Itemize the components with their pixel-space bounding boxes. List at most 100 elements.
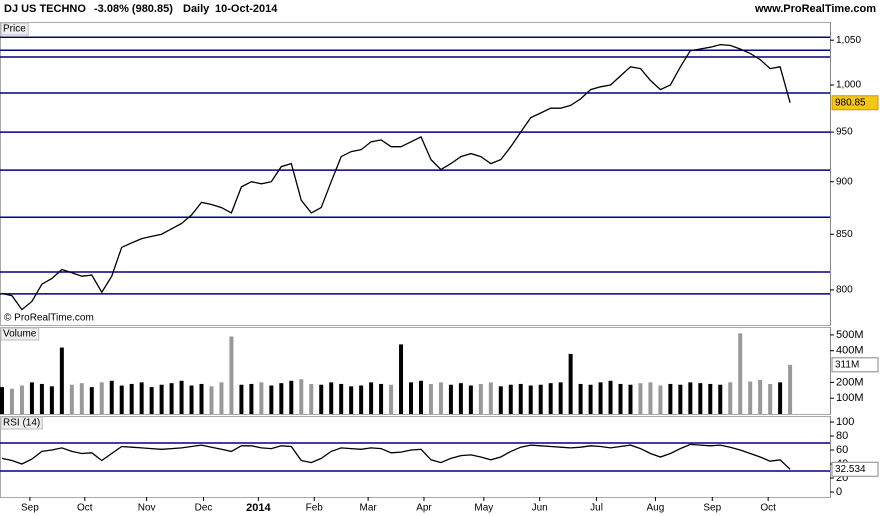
volume-bar bbox=[668, 383, 673, 414]
x-tick-label: Oct bbox=[77, 503, 93, 514]
volume-bar bbox=[718, 384, 723, 414]
x-tick-label: Jun bbox=[532, 503, 548, 514]
period: Daily bbox=[183, 3, 210, 15]
volume-bar bbox=[678, 384, 683, 414]
volume-bar bbox=[438, 382, 443, 414]
y-tick-label: 400M bbox=[836, 345, 864, 357]
volume-bar bbox=[379, 383, 384, 414]
date: 10-Oct-2014 bbox=[215, 3, 278, 15]
volume-bar bbox=[79, 383, 84, 414]
volume-bar bbox=[788, 364, 793, 414]
volume-bar bbox=[518, 383, 523, 414]
volume-bar bbox=[179, 380, 184, 414]
volume-bar bbox=[768, 383, 773, 414]
volume-bar bbox=[608, 380, 613, 414]
volume-bar bbox=[109, 380, 114, 414]
volume-bar bbox=[0, 387, 4, 414]
y-tick-label: 200M bbox=[836, 376, 864, 388]
x-tick-label: Aug bbox=[647, 503, 665, 514]
volume-bar bbox=[279, 383, 284, 414]
x-tick-label: Jul bbox=[590, 503, 603, 514]
volume-bar bbox=[428, 383, 433, 414]
volume-bar bbox=[508, 384, 513, 414]
x-tick-label: Oct bbox=[760, 503, 776, 514]
volume-bar bbox=[309, 383, 314, 414]
x-tick-label: Dec bbox=[195, 503, 213, 514]
volume-bar bbox=[399, 344, 404, 414]
volume-bar bbox=[219, 382, 224, 414]
volume-bar bbox=[688, 382, 693, 414]
volume-bar bbox=[498, 386, 503, 414]
volume-bar bbox=[239, 384, 244, 414]
last-tag bbox=[831, 95, 879, 111]
volume-bar bbox=[548, 383, 553, 414]
last-tag bbox=[831, 461, 879, 477]
volume-bar bbox=[339, 383, 344, 414]
volume-bar bbox=[269, 385, 274, 414]
last-value: 32.534 bbox=[835, 464, 866, 475]
y-tick-label: 850 bbox=[836, 229, 853, 240]
volume-bar bbox=[369, 382, 374, 414]
volume-bar bbox=[658, 385, 663, 414]
x-tick-label: Nov bbox=[138, 503, 156, 514]
volume-bar bbox=[209, 386, 214, 414]
volume-bar bbox=[409, 382, 414, 414]
volume-bar bbox=[69, 384, 74, 414]
volume-bar bbox=[19, 385, 24, 414]
volume-bar bbox=[189, 385, 194, 414]
panel-title: Volume bbox=[3, 329, 37, 340]
x-tick-label: Sep bbox=[703, 503, 721, 514]
volume-bar bbox=[458, 383, 463, 414]
volume-bar bbox=[528, 385, 533, 414]
last-value: 980.85 bbox=[835, 97, 866, 108]
x-tick-label: Apr bbox=[416, 503, 432, 514]
y-tick-label: 100 bbox=[836, 416, 854, 428]
volume-bar bbox=[568, 353, 573, 414]
volume-bar bbox=[598, 382, 603, 414]
volume-bar bbox=[169, 383, 174, 414]
volume-bar bbox=[578, 383, 583, 414]
volume-bar bbox=[129, 383, 134, 414]
volume-bar bbox=[418, 380, 423, 414]
x-tick-label: Mar bbox=[359, 503, 377, 514]
volume-bar bbox=[229, 336, 234, 414]
panel-title-box bbox=[0, 22, 29, 36]
y-tick-label: 1,050 bbox=[836, 35, 861, 46]
y-tick-label: 900 bbox=[836, 176, 853, 187]
volume-bar bbox=[648, 382, 653, 414]
volume-bar bbox=[488, 382, 493, 414]
y-tick-label: 950 bbox=[836, 127, 853, 138]
x-tick-label: May bbox=[474, 503, 493, 514]
price-line bbox=[1, 43, 791, 311]
volume-bar bbox=[618, 383, 623, 414]
volume-bar bbox=[39, 383, 44, 414]
x-tick-label: 2014 bbox=[246, 502, 271, 514]
volume-bar bbox=[249, 383, 254, 414]
y-tick-label: 80 bbox=[836, 430, 848, 442]
y-tick-label: 800 bbox=[836, 285, 853, 296]
volume-bar bbox=[139, 382, 144, 414]
volume-bar bbox=[468, 385, 473, 414]
volume-bar bbox=[478, 383, 483, 414]
volume-bar bbox=[149, 387, 154, 414]
volume-bar bbox=[778, 382, 783, 414]
volume-bar bbox=[558, 382, 563, 414]
volume-bar bbox=[628, 384, 633, 414]
volume-bar bbox=[89, 387, 94, 414]
volume-bar bbox=[319, 384, 324, 414]
panel-title: Price bbox=[3, 24, 26, 35]
volume-bar bbox=[728, 382, 733, 414]
volume-bar bbox=[708, 383, 713, 414]
volume-bar bbox=[199, 383, 204, 414]
volume-bar bbox=[9, 388, 14, 414]
volume-bar bbox=[299, 379, 304, 414]
volume-bar bbox=[99, 382, 104, 414]
volume-bar bbox=[738, 333, 743, 414]
panel-title: RSI (14) bbox=[3, 418, 40, 429]
x-tick-label: Feb bbox=[306, 503, 324, 514]
volume-bar bbox=[588, 384, 593, 414]
instrument: DJ US TECHNO bbox=[4, 3, 86, 15]
panel-title-box bbox=[0, 416, 43, 430]
